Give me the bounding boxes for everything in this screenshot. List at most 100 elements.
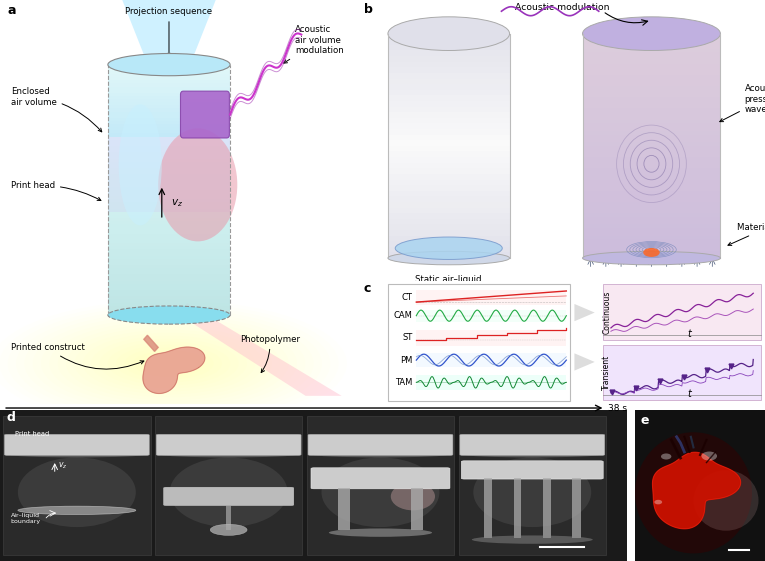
Bar	[108, 146, 230, 149]
Ellipse shape	[108, 53, 230, 76]
Bar	[108, 105, 230, 108]
Polygon shape	[575, 304, 594, 321]
Ellipse shape	[124, 347, 213, 380]
Bar	[388, 230, 509, 236]
Bar	[108, 140, 230, 143]
Bar	[388, 174, 509, 180]
Bar	[388, 252, 509, 258]
Bar	[108, 155, 230, 159]
Bar	[388, 101, 509, 107]
Bar	[108, 205, 230, 209]
Bar	[572, 479, 581, 538]
Bar	[583, 45, 721, 49]
Bar	[108, 174, 230, 177]
Text: Transient: Transient	[602, 355, 611, 390]
Ellipse shape	[654, 500, 662, 504]
Bar	[388, 157, 509, 163]
Ellipse shape	[464, 452, 600, 457]
Bar	[108, 114, 230, 118]
FancyBboxPatch shape	[5, 434, 149, 456]
Bar	[108, 237, 230, 240]
Bar	[583, 209, 721, 213]
Bar	[583, 172, 721, 176]
Bar	[388, 67, 509, 73]
Text: TAM: TAM	[395, 378, 412, 387]
Bar	[583, 206, 721, 209]
Bar	[108, 171, 230, 174]
Bar	[583, 49, 721, 52]
Bar	[108, 274, 230, 278]
Bar	[388, 118, 509, 123]
Text: CT: CT	[402, 293, 412, 302]
Ellipse shape	[149, 356, 189, 371]
Bar	[108, 168, 230, 171]
Bar	[388, 112, 509, 118]
Bar	[108, 249, 230, 252]
Text: Static air–liquid
boundary: Static air–liquid boundary	[415, 275, 482, 295]
Bar	[108, 134, 230, 137]
Bar	[108, 203, 230, 205]
Bar	[543, 479, 551, 538]
Bar	[108, 68, 230, 71]
Bar	[108, 183, 230, 187]
Ellipse shape	[210, 525, 247, 535]
Bar	[108, 290, 230, 293]
Bar	[108, 296, 230, 300]
Bar	[108, 293, 230, 296]
Bar	[583, 213, 721, 217]
Bar	[388, 79, 509, 84]
Bar	[108, 302, 230, 306]
Bar	[583, 187, 721, 191]
Polygon shape	[143, 347, 205, 393]
Bar	[388, 73, 509, 79]
Bar	[388, 247, 509, 252]
Bar	[108, 262, 230, 265]
Bar	[108, 265, 230, 268]
Bar	[388, 123, 509, 129]
Bar	[108, 71, 230, 74]
Bar	[514, 479, 521, 538]
Bar	[108, 227, 230, 231]
Bar	[388, 208, 509, 213]
Bar	[583, 97, 721, 101]
Bar	[483, 479, 493, 538]
Polygon shape	[144, 335, 158, 351]
Bar	[416, 330, 566, 346]
Bar	[583, 131, 721, 135]
Bar	[388, 196, 509, 202]
Bar	[583, 142, 721, 146]
Bar	[583, 112, 721, 116]
Text: Print head: Print head	[11, 181, 101, 200]
Bar	[583, 34, 721, 38]
Bar	[108, 256, 230, 259]
Bar	[108, 165, 230, 168]
Bar	[108, 187, 230, 190]
Bar	[337, 488, 350, 530]
Bar	[388, 191, 509, 196]
Bar	[583, 150, 721, 153]
Bar	[108, 80, 230, 84]
Bar	[108, 99, 230, 102]
FancyBboxPatch shape	[603, 284, 761, 340]
Bar	[458, 416, 606, 555]
Bar	[583, 220, 721, 224]
Bar	[108, 271, 230, 274]
Bar	[108, 143, 230, 146]
Ellipse shape	[474, 457, 591, 527]
FancyBboxPatch shape	[181, 91, 230, 138]
Bar	[388, 90, 509, 95]
Bar	[108, 127, 230, 130]
Bar	[108, 240, 230, 243]
Ellipse shape	[119, 104, 161, 226]
Bar	[108, 149, 230, 152]
Bar	[583, 41, 721, 45]
Bar	[583, 71, 721, 75]
Bar	[108, 231, 230, 234]
Bar	[388, 168, 509, 174]
FancyArrow shape	[226, 505, 231, 530]
Text: Acoustic
pressure
waves: Acoustic pressure waves	[720, 84, 765, 122]
Ellipse shape	[170, 457, 288, 527]
Bar	[108, 312, 230, 315]
Ellipse shape	[582, 17, 721, 50]
Bar	[388, 146, 509, 151]
